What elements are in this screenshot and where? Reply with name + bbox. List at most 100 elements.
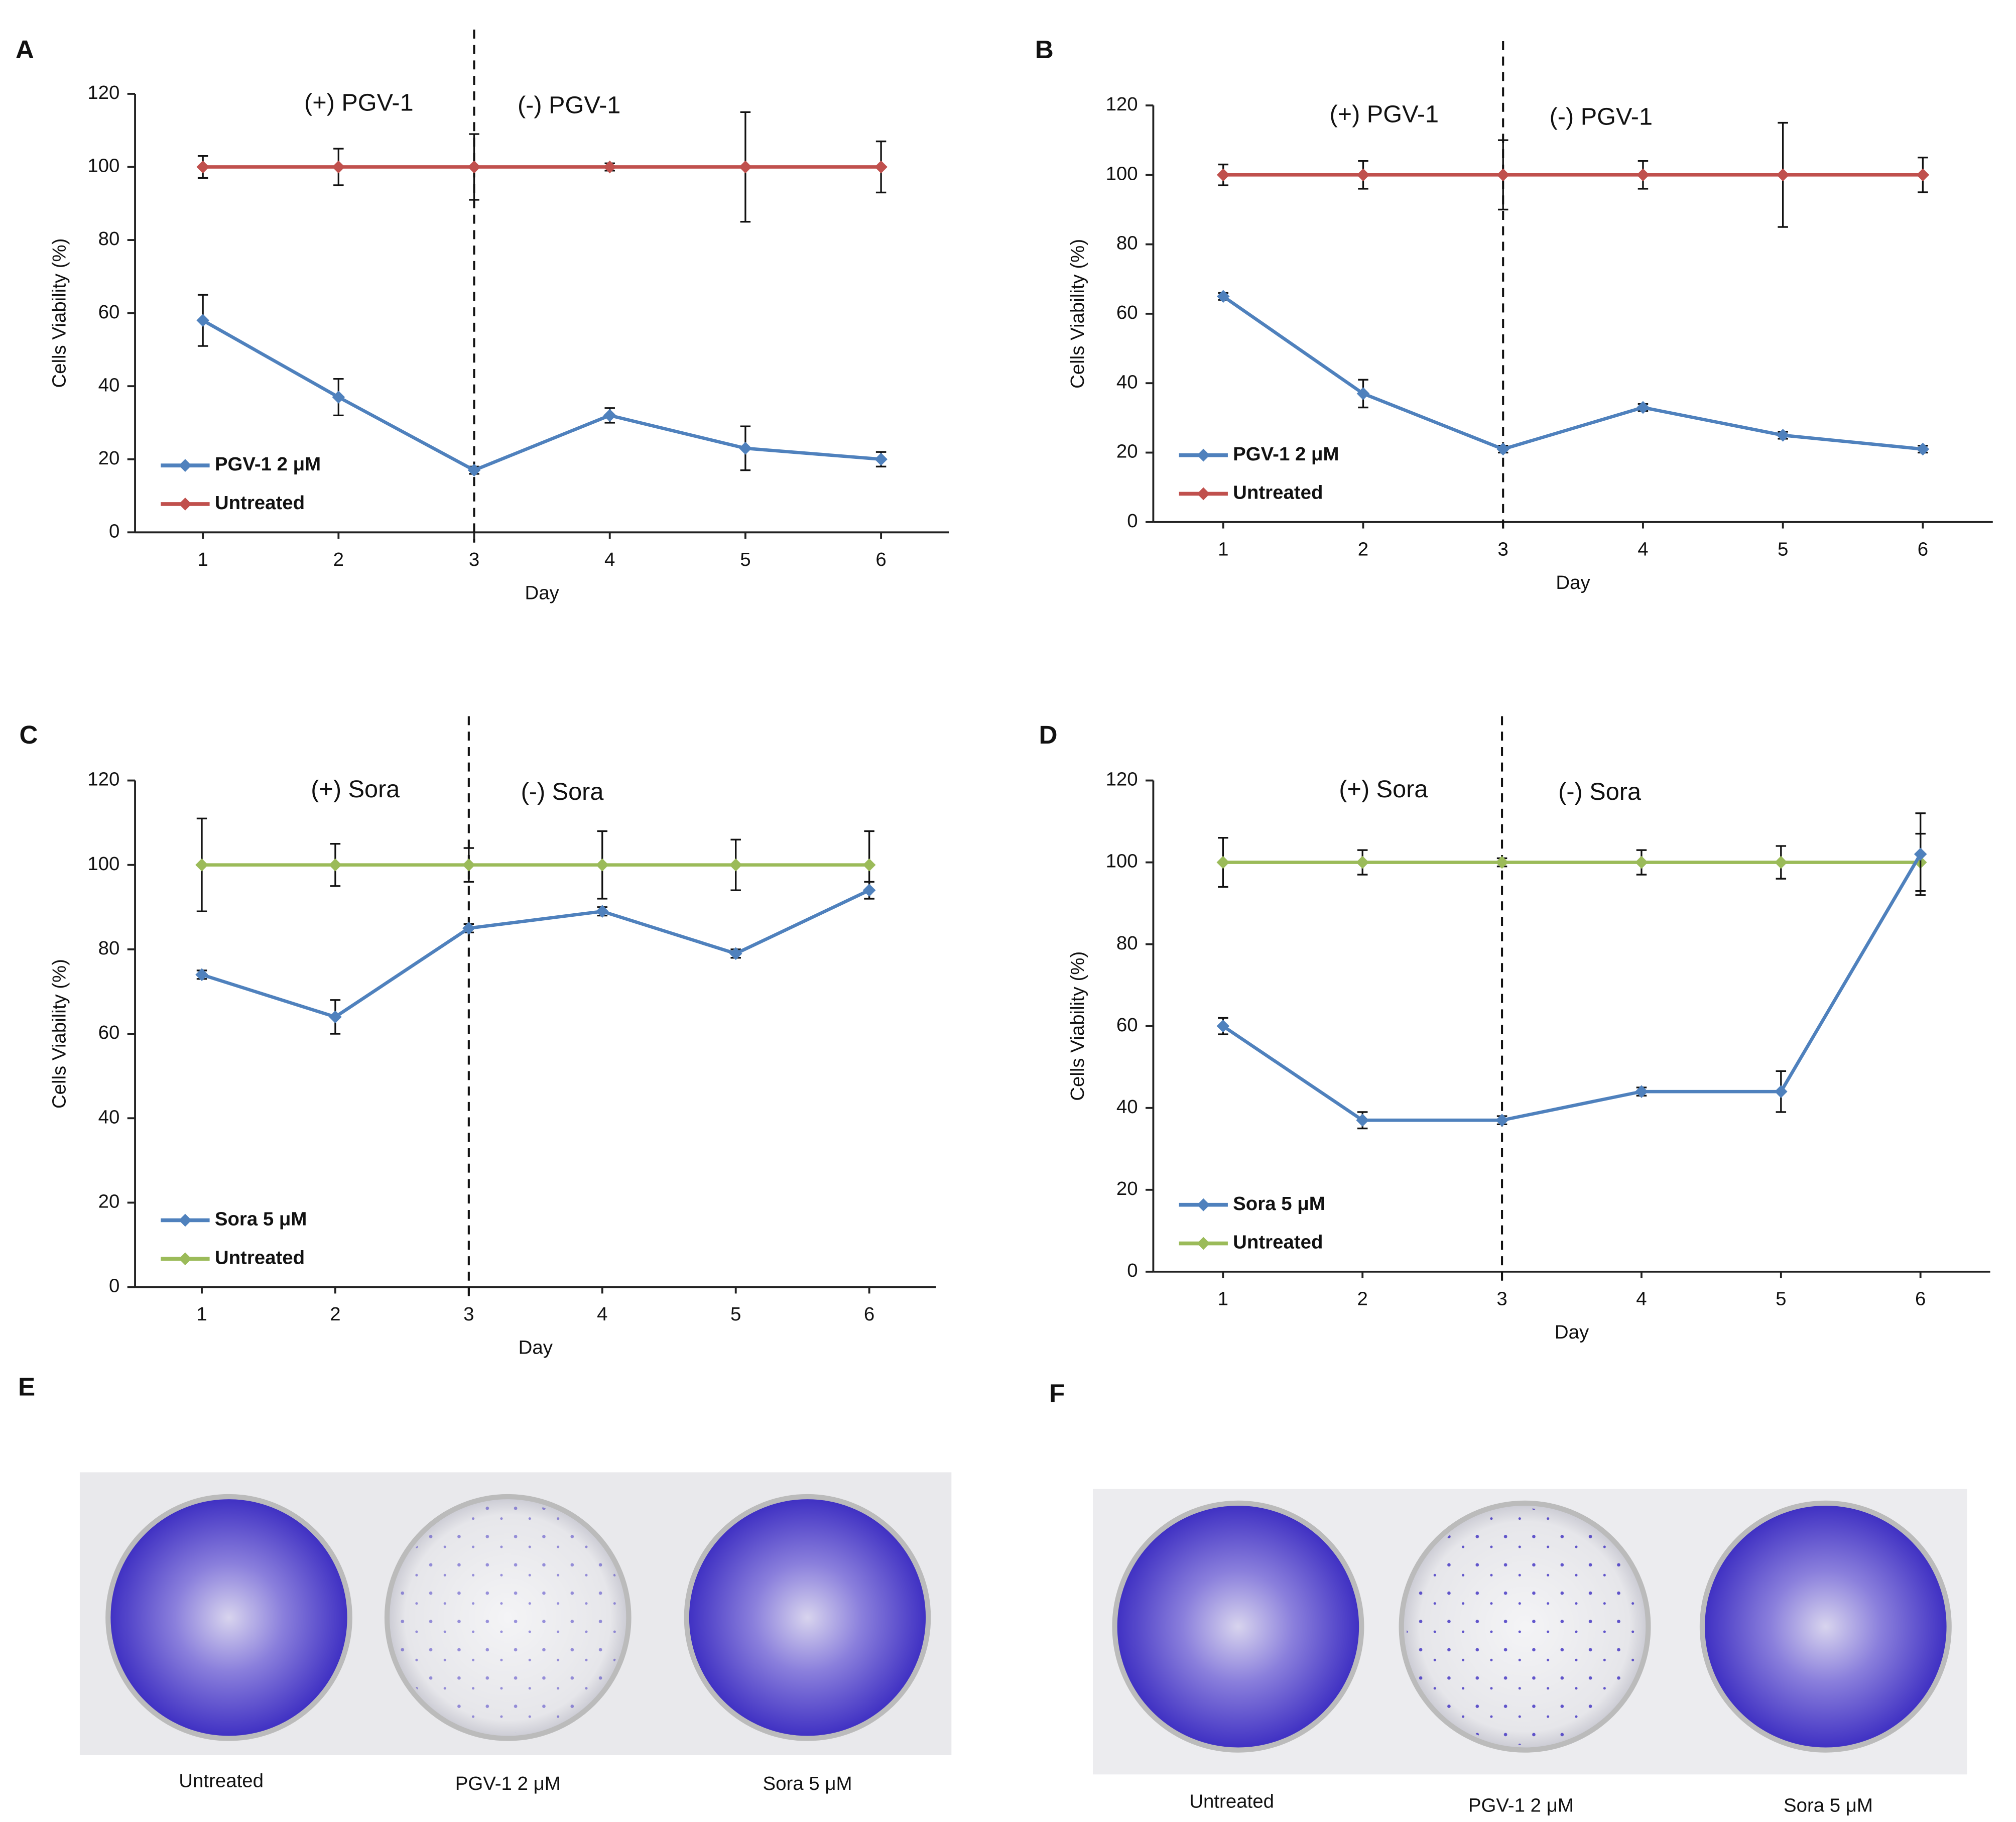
well-label: Untreated <box>1189 1791 1274 1812</box>
x-tick-label: 5 <box>1778 538 1788 560</box>
data-point <box>739 442 752 455</box>
data-point <box>1775 1085 1788 1098</box>
y-tick-label: 60 <box>1116 302 1138 323</box>
legend-label: Untreated <box>215 492 305 514</box>
plate-photo-e <box>79 1472 952 1755</box>
y-tick-label: 80 <box>98 937 120 959</box>
data-point <box>874 160 888 174</box>
data-point <box>467 160 481 174</box>
y-tick-label: 40 <box>98 374 120 396</box>
x-tick-label: 6 <box>1918 538 1928 560</box>
y-tick-label: 120 <box>87 769 119 790</box>
data-point <box>1496 442 1510 456</box>
x-tick-label: 6 <box>864 1303 874 1325</box>
data-point <box>1496 168 1510 182</box>
y-tick-label: 80 <box>1116 232 1138 254</box>
x-tick-label: 2 <box>330 1303 340 1325</box>
data-point <box>1916 442 1930 456</box>
data-point <box>1495 856 1508 869</box>
y-tick-label: 40 <box>1116 1096 1138 1118</box>
x-tick-label: 4 <box>604 549 615 570</box>
legend-label: Untreated <box>215 1247 305 1268</box>
x-tick-label: 3 <box>463 1303 474 1325</box>
y-tick-label: 100 <box>87 853 119 875</box>
y-axis-label: Cells Viability (%) <box>49 959 70 1109</box>
legend-marker <box>1197 448 1210 462</box>
annotation: (-) Sora <box>1558 778 1642 805</box>
data-point <box>1356 1114 1369 1127</box>
data-point <box>1775 856 1788 869</box>
annotation: (+) Sora <box>1339 776 1428 803</box>
y-tick-label: 0 <box>109 1275 119 1297</box>
x-axis-label: Day <box>1555 1321 1589 1343</box>
data-point <box>329 858 342 872</box>
y-tick-label: 100 <box>1106 851 1138 872</box>
data-point <box>467 463 481 477</box>
panel-label: C <box>20 720 38 749</box>
data-point <box>329 1010 342 1024</box>
annotation: (-) PGV-1 <box>1550 103 1653 130</box>
data-point <box>1216 168 1230 182</box>
data-point <box>1776 429 1790 442</box>
y-tick-label: 0 <box>1127 510 1138 532</box>
data-point <box>1636 168 1650 182</box>
legend-label: Sora 5 μM <box>215 1208 307 1230</box>
y-tick-label: 0 <box>1127 1260 1138 1281</box>
legend-marker <box>1197 487 1210 501</box>
data-point <box>1916 168 1930 182</box>
well-label: Untreated <box>179 1770 264 1792</box>
x-tick-label: 6 <box>875 549 886 570</box>
panel-label: F <box>1049 1379 1065 1407</box>
x-axis-label: Day <box>1556 572 1590 593</box>
data-point <box>332 160 345 174</box>
data-point <box>1776 168 1790 182</box>
series-line <box>1222 853 1922 1122</box>
y-tick-label: 20 <box>98 1191 120 1212</box>
y-tick-label: 120 <box>1106 93 1138 115</box>
y-tick-label: 80 <box>98 228 120 250</box>
y-tick-label: 80 <box>1116 932 1138 954</box>
data-point <box>195 968 208 982</box>
data-point <box>462 858 475 872</box>
y-tick-label: 0 <box>109 520 119 542</box>
y-tick-label: 100 <box>1106 163 1138 184</box>
data-point <box>595 858 609 872</box>
plate-photo-f <box>1093 1489 1967 1775</box>
x-tick-label: 2 <box>1358 538 1368 560</box>
data-point <box>332 391 345 404</box>
well-label: Sora 5 μM <box>1784 1794 1873 1816</box>
data-point <box>1635 856 1648 869</box>
legend-marker <box>179 459 192 472</box>
series-line <box>1222 295 1923 451</box>
data-point <box>196 314 209 327</box>
x-tick-label: 3 <box>1496 1288 1507 1309</box>
legend-marker <box>179 1213 192 1227</box>
x-tick-label: 1 <box>1218 1288 1228 1309</box>
legend-marker <box>1197 1237 1210 1250</box>
data-point <box>1636 401 1650 414</box>
data-point <box>1356 856 1369 869</box>
y-tick-label: 20 <box>1116 441 1138 462</box>
x-tick-label: 2 <box>333 549 344 570</box>
x-tick-label: 5 <box>730 1303 741 1325</box>
legend-marker <box>179 498 192 511</box>
data-point <box>603 409 616 422</box>
panel-label: D <box>1039 720 1057 749</box>
x-tick-label: 5 <box>1776 1288 1786 1309</box>
x-tick-label: 3 <box>469 549 479 570</box>
y-axis-label: Cells Viability (%) <box>1067 239 1088 389</box>
data-point <box>729 858 742 872</box>
x-tick-label: 4 <box>1637 538 1648 560</box>
y-tick-label: 40 <box>1116 371 1138 393</box>
x-axis-label: Day <box>519 1337 553 1359</box>
x-tick-label: 6 <box>1915 1288 1926 1309</box>
x-tick-label: 4 <box>1636 1288 1647 1309</box>
data-point <box>1495 1114 1508 1127</box>
x-tick-label: 2 <box>1357 1288 1368 1309</box>
series-line <box>201 889 870 1019</box>
x-tick-label: 3 <box>1498 538 1508 560</box>
data-point <box>195 858 208 872</box>
well-label: PGV-1 2 μM <box>455 1773 561 1794</box>
